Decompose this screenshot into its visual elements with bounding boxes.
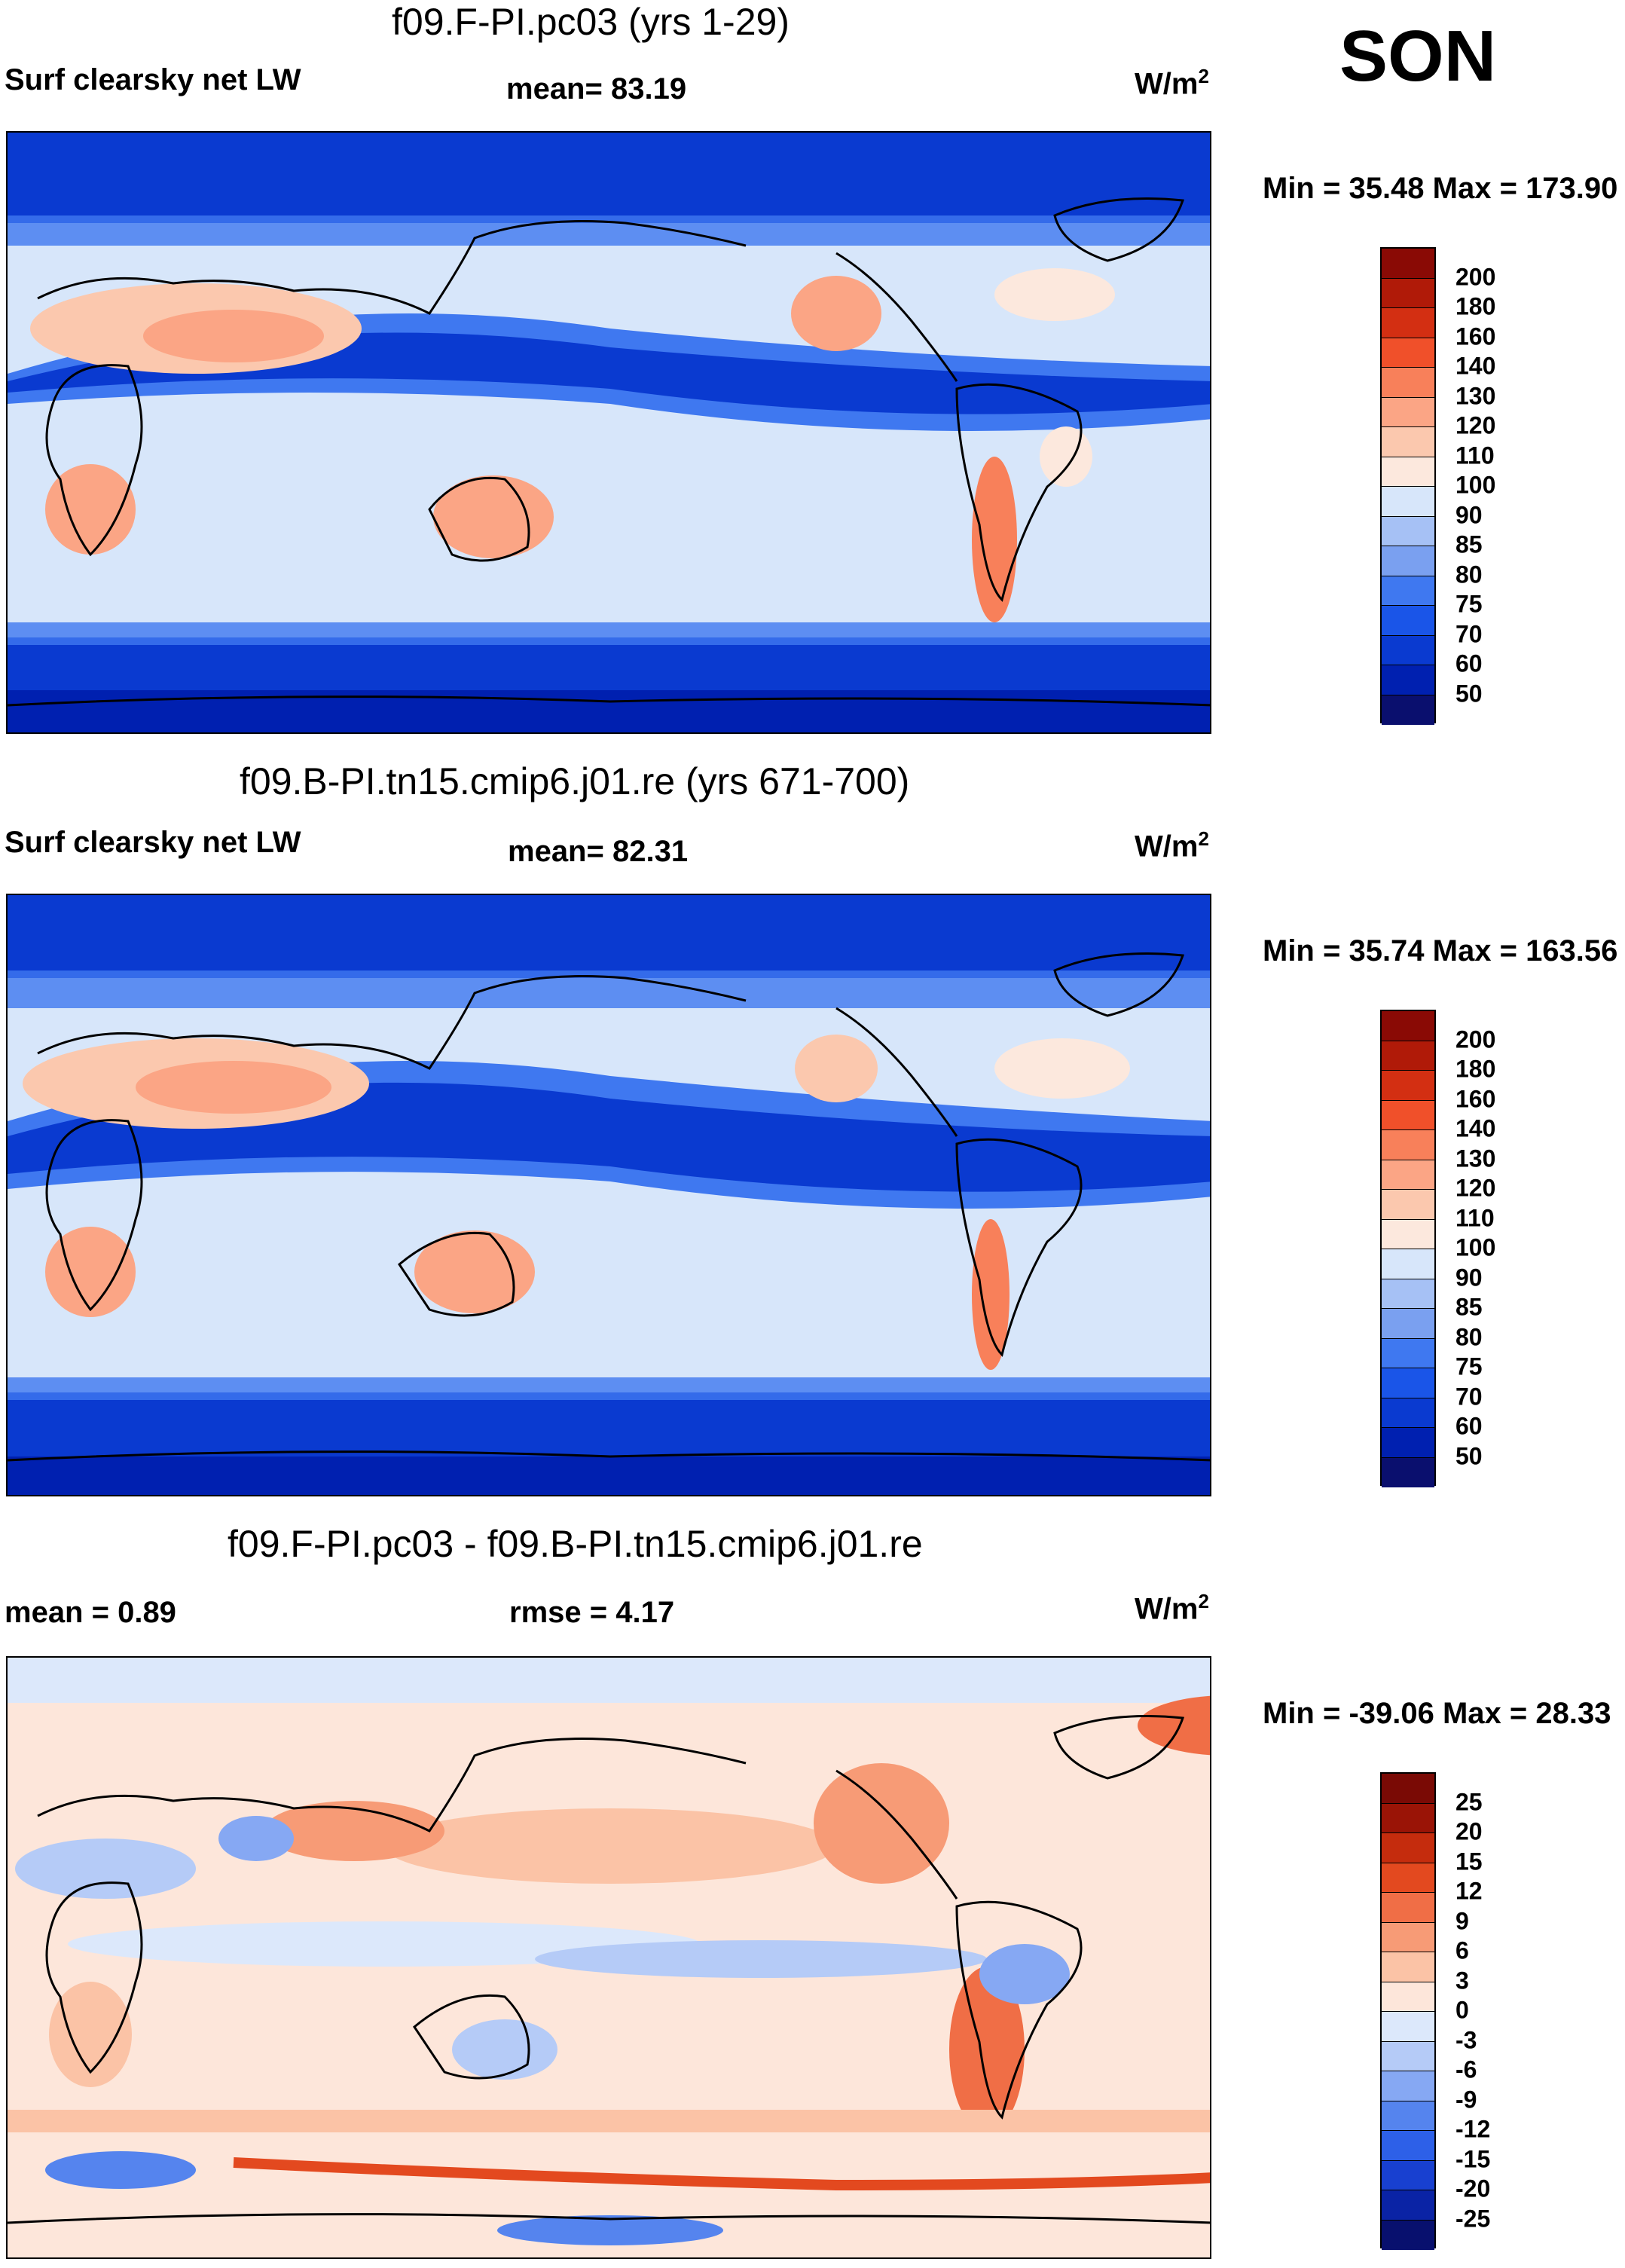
tick: 70: [1455, 1383, 1483, 1411]
tick: 80: [1455, 561, 1483, 588]
tick: -9: [1455, 2086, 1477, 2114]
panel-1-colorbar: [1380, 247, 1436, 725]
panel-1-map-field: [8, 133, 1210, 732]
tick: 0: [1455, 1996, 1469, 2024]
tick: 20: [1455, 1817, 1483, 1845]
tick: 110: [1455, 1204, 1495, 1232]
panel-2-mean-label: mean= 82.31: [508, 835, 689, 868]
tick: 60: [1455, 650, 1483, 677]
tick: 200: [1455, 263, 1496, 291]
panel-3-title: f09.F-PI.pc03 - f09.B-PI.tn15.cmip6.j01.…: [228, 1523, 923, 1565]
tick: 160: [1455, 322, 1496, 350]
tick: 120: [1455, 1174, 1496, 1202]
panel-3-minmax: Min = -39.06 Max = 28.33: [1263, 1697, 1611, 1730]
tick: 140: [1455, 1114, 1496, 1142]
tick: 50: [1455, 680, 1483, 708]
panel-3-colorbar: [1380, 1772, 1436, 2250]
tick: 100: [1455, 471, 1496, 499]
tick: -25: [1455, 2205, 1491, 2233]
tick: 140: [1455, 352, 1496, 380]
tick: 180: [1455, 292, 1496, 320]
tick: 9: [1455, 1907, 1469, 1935]
panel-1-mean-label: mean= 83.19: [506, 72, 687, 105]
tick: -15: [1455, 2145, 1491, 2173]
tick: 80: [1455, 1323, 1483, 1351]
panel-1-minmax: Min = 35.48 Max = 173.90: [1263, 172, 1618, 205]
panel-3-units: W/m2: [1135, 1590, 1209, 1626]
panel-1-variable-label: Surf clearsky net LW: [5, 63, 301, 96]
season-label: SON: [1339, 16, 1497, 96]
tick: 90: [1455, 1264, 1483, 1291]
panel-1-units: W/m2: [1135, 65, 1209, 101]
tick: -3: [1455, 2026, 1477, 2054]
tick: 130: [1455, 382, 1496, 410]
panel-1-title: f09.F-PI.pc03 (yrs 1-29): [392, 1, 790, 43]
tick: 85: [1455, 1293, 1483, 1321]
panel-3-map: [6, 1656, 1211, 2259]
tick: 15: [1455, 1848, 1483, 1875]
tick: 90: [1455, 501, 1483, 529]
tick: -6: [1455, 2056, 1477, 2083]
tick: 100: [1455, 1233, 1496, 1261]
tick: 110: [1455, 442, 1495, 469]
panel-3-rmse-label: rmse = 4.17: [509, 1596, 675, 1629]
tick: 3: [1455, 1967, 1469, 1994]
panel-2-units: W/m2: [1135, 827, 1209, 863]
panel-2-variable-label: Surf clearsky net LW: [5, 826, 301, 859]
panel-2-title: f09.B-PI.tn15.cmip6.j01.re (yrs 671-700): [240, 760, 910, 802]
tick: 200: [1455, 1025, 1496, 1053]
panel-2-colorbar: [1380, 1010, 1436, 1487]
tick: 160: [1455, 1085, 1496, 1113]
panel-2-map-field: [8, 895, 1210, 1495]
panel-1-map: [6, 131, 1211, 734]
tick: 75: [1455, 1353, 1483, 1380]
tick: 120: [1455, 411, 1496, 439]
tick: 60: [1455, 1412, 1483, 1440]
tick: 50: [1455, 1442, 1483, 1470]
panel-3-map-field: [8, 1658, 1210, 2257]
panel-3-mean-label: mean = 0.89: [5, 1596, 176, 1629]
tick: 130: [1455, 1145, 1496, 1172]
panel-2-minmax: Min = 35.74 Max = 163.56: [1263, 934, 1618, 967]
panel-2-map: [6, 894, 1211, 1496]
tick: 12: [1455, 1877, 1483, 1905]
tick: 6: [1455, 1936, 1469, 1964]
tick: 85: [1455, 530, 1483, 558]
tick: -12: [1455, 2115, 1491, 2143]
tick: -20: [1455, 2175, 1491, 2202]
tick: 75: [1455, 590, 1483, 618]
tick: 70: [1455, 620, 1483, 648]
tick: 25: [1455, 1788, 1483, 1816]
tick: 180: [1455, 1055, 1496, 1083]
